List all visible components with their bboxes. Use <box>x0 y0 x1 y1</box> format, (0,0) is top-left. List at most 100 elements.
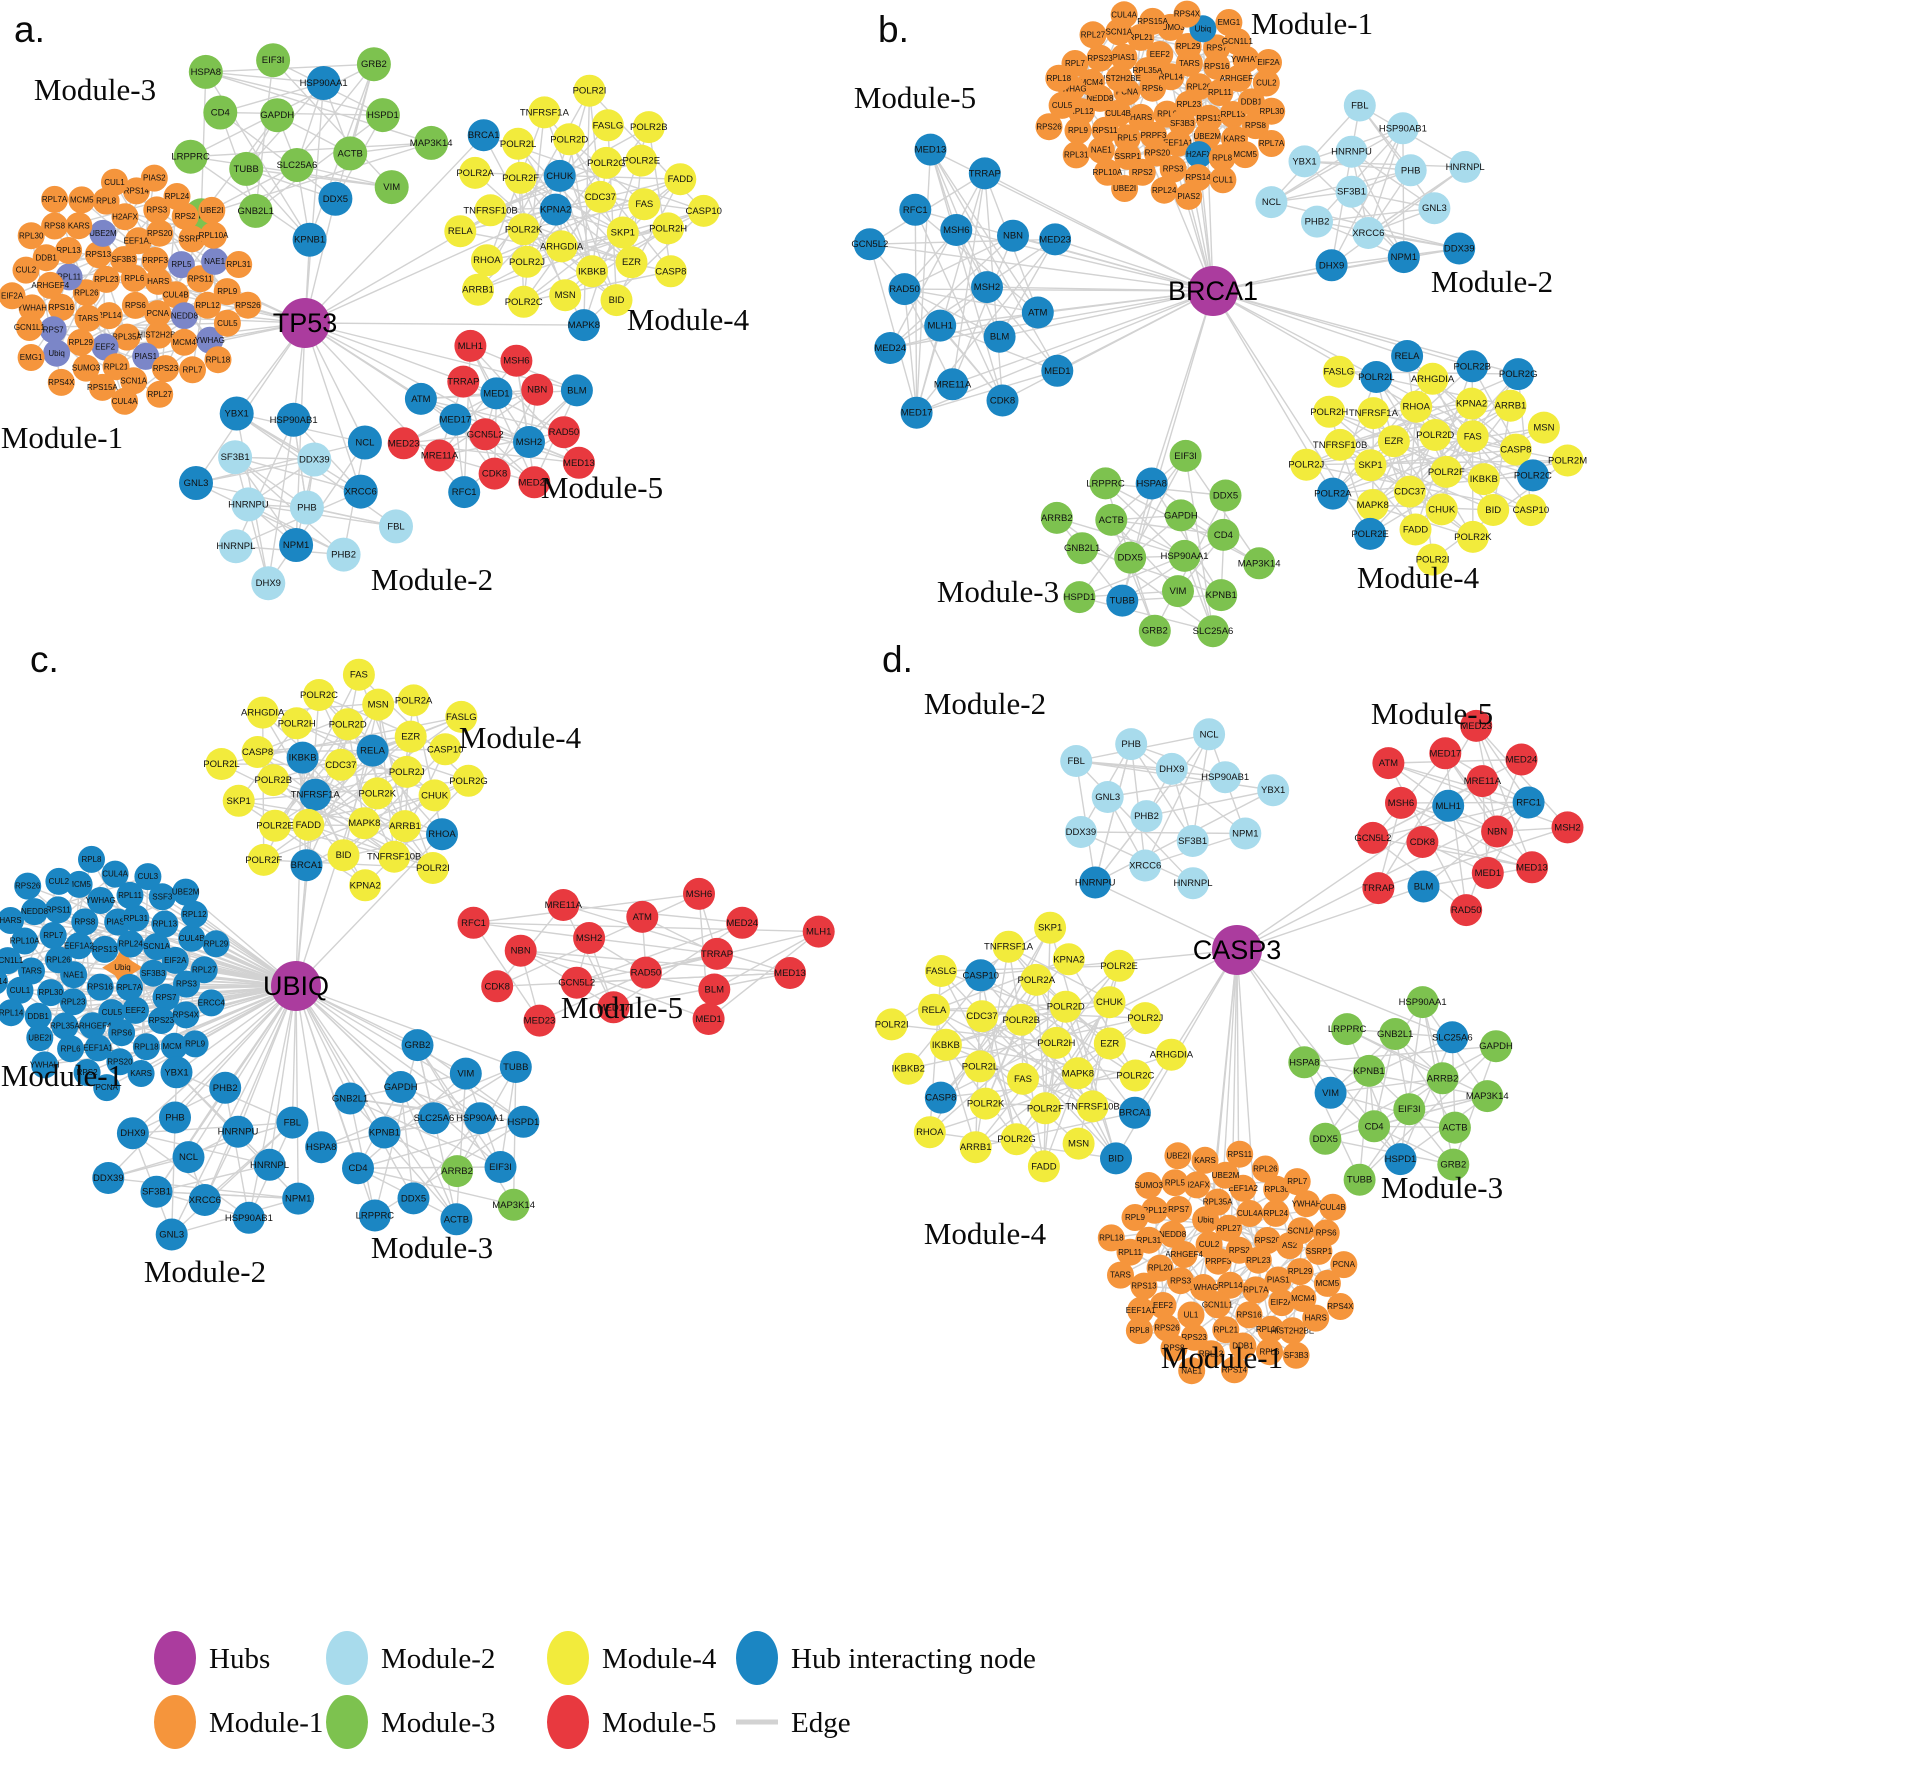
node-rps6[interactable]: RPS6 <box>108 1019 136 1047</box>
node-sf3b1[interactable]: SF3B1 <box>140 1175 173 1208</box>
node-rps4x[interactable]: RPS4X <box>1326 1293 1354 1320</box>
node-rela[interactable]: RELA <box>1391 340 1424 372</box>
node-blm[interactable]: BLM <box>983 320 1016 353</box>
node-rpl29[interactable]: RPL29 <box>1286 1258 1314 1286</box>
node-polr2g[interactable]: POLR2G <box>449 764 488 797</box>
node-ezr[interactable]: EZR <box>394 720 427 753</box>
node-hspa8[interactable]: HSPA8 <box>305 1131 338 1164</box>
node-trrap[interactable]: TRRAP <box>447 365 479 398</box>
node-eef2[interactable]: EEF2 <box>122 996 149 1024</box>
node-phb[interactable]: PHB <box>1394 154 1427 187</box>
node-msh2[interactable]: MSH2 <box>573 922 606 954</box>
node-tnfrsf1a[interactable]: TNFRSF1A <box>520 96 570 129</box>
node-rhoa[interactable]: RHOA <box>913 1116 946 1149</box>
node-rpl7a[interactable]: RPL7A <box>1258 130 1285 157</box>
node-ybx1[interactable]: YBX1 <box>160 1056 193 1089</box>
node-nbn[interactable]: NBN <box>521 373 554 406</box>
node-rad50[interactable]: RAD50 <box>547 416 580 449</box>
node-rela[interactable]: RELA <box>444 215 477 248</box>
node-hspd1[interactable]: HSPD1 <box>507 1105 540 1138</box>
node-ncl[interactable]: NCL <box>1193 718 1226 751</box>
node-ybx1[interactable]: YBX1 <box>219 396 254 431</box>
node-cdk8[interactable]: CDK8 <box>478 457 511 490</box>
node-ezr[interactable]: EZR <box>1377 425 1410 458</box>
node-hnrnpl[interactable]: HNRNPL <box>1173 867 1213 900</box>
node-tars[interactable]: TARS <box>1107 1261 1134 1289</box>
node-lrpprc[interactable]: LRPPRC <box>1328 1013 1367 1046</box>
node-rpl35a[interactable]: RPL35A <box>50 1012 80 1040</box>
node-phb2[interactable]: PHB2 <box>1130 800 1163 833</box>
hub-node-brca1[interactable]: BRCA1 <box>1168 266 1258 316</box>
node-ube2i[interactable]: UBE2I <box>26 1024 54 1052</box>
node-mlh1[interactable]: MLH1 <box>924 309 957 342</box>
node-polr2l[interactable]: POLR2L <box>203 748 240 780</box>
node-tnfrsf1a[interactable]: TNFRSF1A <box>984 930 1034 963</box>
node-mcm5[interactable]: MCM5 <box>1231 141 1259 169</box>
node-rpl30[interactable]: RPL30 <box>1258 97 1286 125</box>
node-fadd[interactable]: FADD <box>292 808 325 841</box>
node-eif3i[interactable]: EIF3I <box>1169 439 1202 472</box>
node-rpl18[interactable]: RPL18 <box>204 346 232 374</box>
node-vim[interactable]: VIM <box>1162 575 1194 608</box>
node-cdk8[interactable]: CDK8 <box>1406 826 1439 858</box>
node-grb2[interactable]: GRB2 <box>356 47 391 82</box>
node-tubb[interactable]: TUBB <box>229 151 264 186</box>
node-ubiq[interactable]: Ubiq <box>43 339 71 367</box>
node-chuk[interactable]: CHUK <box>418 779 451 812</box>
node-hsp90ab1[interactable]: HSP90AB1 <box>1201 761 1249 794</box>
node-skp1[interactable]: SKP1 <box>222 784 255 817</box>
node-msh6[interactable]: MSH6 <box>940 214 973 246</box>
node-rpl7[interactable]: RPL7 <box>39 922 67 949</box>
node-rps23[interactable]: RPS23 <box>1086 44 1114 72</box>
node-rpl26[interactable]: RPL26 <box>1251 1155 1279 1183</box>
node-med23[interactable]: MED23 <box>523 1004 556 1037</box>
node-trrap[interactable]: TRRAP <box>701 937 733 970</box>
node-med24[interactable]: MED24 <box>1505 743 1538 776</box>
node-msh6[interactable]: MSH6 <box>1385 786 1417 819</box>
node-msh2[interactable]: MSH2 <box>971 271 1003 304</box>
node-rela[interactable]: RELA <box>356 734 389 767</box>
node-arhgdia[interactable]: ARHGDIA <box>1150 1038 1194 1071</box>
node-polr2e[interactable]: POLR2E <box>1351 517 1389 550</box>
node-rps4x[interactable]: RPS4X <box>47 368 75 396</box>
node-polr2h[interactable]: POLR2H <box>278 707 316 740</box>
node-polr2m[interactable]: POLR2M <box>1548 444 1587 477</box>
node-gcn5l2[interactable]: GCN5L2 <box>851 228 888 261</box>
node-brca1[interactable]: BRCA1 <box>290 849 323 882</box>
node-actb[interactable]: ACTB <box>333 136 368 171</box>
node-kpna2[interactable]: KPNA2 <box>1052 943 1085 976</box>
node-ikbkb[interactable]: IKBKB <box>286 741 319 774</box>
node-cul3[interactable]: CUL3 <box>134 863 162 891</box>
node-msh2[interactable]: MSH2 <box>513 426 545 458</box>
node-kpna2[interactable]: KPNA2 <box>1455 387 1488 420</box>
node-chuk[interactable]: CHUK <box>543 159 576 192</box>
node-tubb[interactable]: TUBB <box>1106 584 1139 617</box>
node-nbn[interactable]: NBN <box>1481 815 1514 848</box>
node-vim[interactable]: VIM <box>374 170 409 205</box>
node-bid[interactable]: BID <box>327 839 360 872</box>
node-rps20[interactable]: RPS20 <box>146 219 174 247</box>
node-blm[interactable]: BLM <box>560 374 593 407</box>
node-mlh1[interactable]: MLH1 <box>1432 789 1465 822</box>
node-blm[interactable]: BLM <box>698 973 731 1006</box>
node-phb2[interactable]: PHB2 <box>209 1071 242 1104</box>
node-kars[interactable]: KARS <box>127 1060 155 1087</box>
node-cd4[interactable]: CD4 <box>342 1152 374 1185</box>
node-gapdh[interactable]: GAPDH <box>260 98 294 133</box>
node-med13[interactable]: MED13 <box>914 133 947 166</box>
node-mapk8[interactable]: MAPK8 <box>1357 489 1389 521</box>
node-skp1[interactable]: SKP1 <box>606 216 639 249</box>
node-rhoa[interactable]: RHOA <box>426 818 458 851</box>
node-npm1[interactable]: NPM1 <box>282 1182 315 1215</box>
node-rpl31[interactable]: RPL31 <box>122 904 150 932</box>
node-atm[interactable]: ATM <box>404 382 437 415</box>
node-cd4[interactable]: CD4 <box>1358 1110 1391 1143</box>
node-polr2f[interactable]: POLR2F <box>245 843 282 876</box>
node-fas[interactable]: FAS <box>628 188 661 221</box>
node-kpna2[interactable]: KPNA2 <box>349 869 382 902</box>
node-rps13[interactable]: RPS13 <box>91 935 119 963</box>
node-rpl27[interactable]: RPL27 <box>1079 21 1107 49</box>
hub-node-casp3[interactable]: CASP3 <box>1193 925 1282 975</box>
node-skp1[interactable]: SKP1 <box>1354 449 1387 482</box>
node-med1[interactable]: MED1 <box>692 1003 725 1035</box>
